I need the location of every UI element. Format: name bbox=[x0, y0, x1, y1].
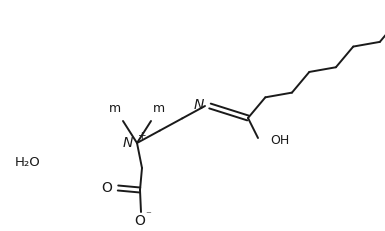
Text: OH: OH bbox=[270, 134, 289, 148]
Text: O: O bbox=[135, 214, 146, 228]
Text: N: N bbox=[123, 136, 133, 150]
Text: O: O bbox=[101, 181, 112, 195]
Text: H₂O: H₂O bbox=[15, 156, 41, 170]
Text: N: N bbox=[194, 98, 204, 112]
Text: +: + bbox=[138, 131, 146, 141]
Text: m: m bbox=[153, 102, 165, 115]
Text: ⁻: ⁻ bbox=[145, 210, 151, 220]
Text: m: m bbox=[109, 102, 121, 115]
